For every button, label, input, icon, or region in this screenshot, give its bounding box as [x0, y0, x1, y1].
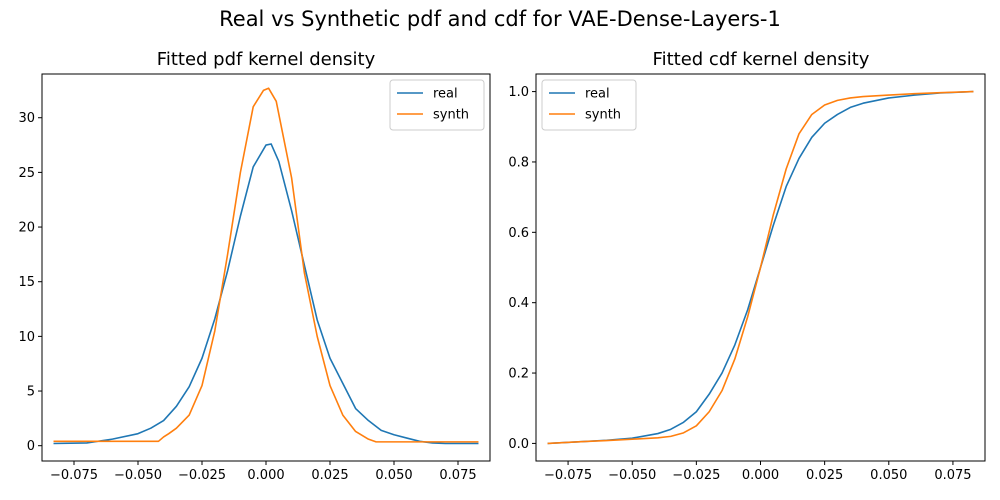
cdf-y-tick-label: 0.6 [508, 226, 529, 241]
pdf-series-line-real [53, 143, 479, 445]
pdf-x-tick-label: 0.075 [439, 468, 476, 483]
cdf-y-tick-label: 1.0 [508, 85, 529, 100]
cdf-x-tick-label: 0.050 [870, 468, 907, 483]
pdf-y-tick-label: 30 [18, 111, 35, 126]
pdf-legend-label-synth: synth [433, 108, 469, 123]
pdf-panel: Fitted pdf kernel density −0.075 −0.050 −0… [18, 49, 491, 483]
pdf-x-tick-label: 0.000 [247, 468, 284, 483]
cdf-x-tick-label: −0.025 [672, 468, 720, 483]
pdf-legend-label-real: real [433, 87, 458, 102]
cdf-series-line-synth [547, 90, 974, 445]
pdf-y-tick-label: 20 [18, 221, 35, 236]
pdf-x-tick-label: −0.025 [178, 468, 226, 483]
pdf-panel-title: Fitted pdf kernel density [157, 49, 376, 70]
cdf-legend-label-real: real [585, 87, 610, 102]
cdf-x-tick-label: 0.025 [806, 468, 843, 483]
pdf-y-tick-label: 25 [18, 166, 35, 181]
cdf-y-tick-label: 0.2 [508, 367, 529, 382]
pdf-y-tick-label: 15 [18, 275, 35, 290]
cdf-x-tick-label: −0.050 [608, 468, 656, 483]
figure-suptitle: Real vs Synthetic pdf and cdf for VAE-De… [219, 7, 781, 31]
cdf-x-tick-label: 0.075 [934, 468, 971, 483]
cdf-y-tick-label: 0.4 [508, 296, 529, 311]
pdf-series-line-synth [53, 87, 479, 443]
pdf-x-tick-label: 0.025 [311, 468, 348, 483]
cdf-x-tick-label: 0.000 [742, 468, 779, 483]
cdf-panel-title: Fitted cdf kernel density [653, 49, 870, 70]
cdf-panel: Fitted cdf kernel density −0.075 −0.050 −0… [508, 49, 986, 483]
pdf-y-tick-label: 5 [27, 385, 35, 400]
cdf-legend-label-synth: synth [585, 108, 621, 123]
pdf-x-tick-label: 0.050 [375, 468, 412, 483]
pdf-y-tick-label: 0 [27, 439, 35, 454]
pdf-y-tick-label: 10 [18, 330, 35, 345]
pdf-x-tick-label: −0.075 [50, 468, 98, 483]
pdf-x-tick-label: −0.050 [114, 468, 162, 483]
cdf-y-tick-label: 0.8 [508, 155, 529, 170]
cdf-x-tick-label: −0.075 [544, 468, 592, 483]
cdf-y-tick-label: 0.0 [508, 437, 529, 452]
